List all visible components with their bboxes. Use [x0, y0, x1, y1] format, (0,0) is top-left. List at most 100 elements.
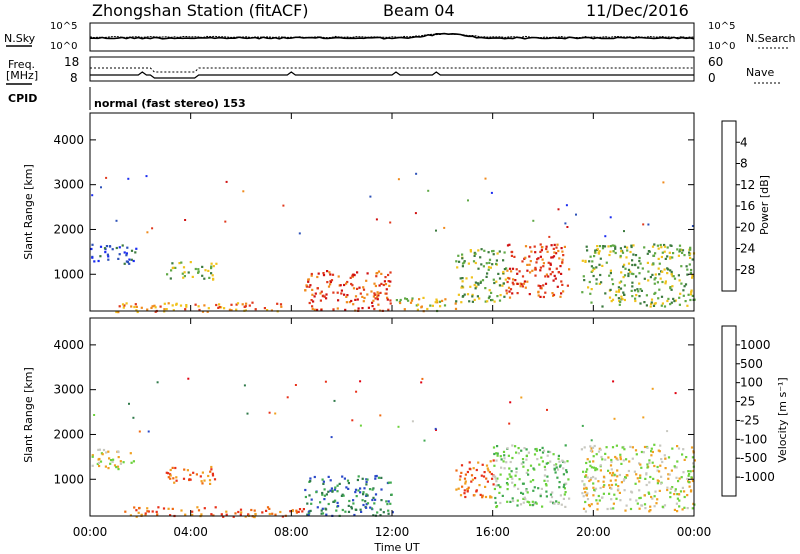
- echo-cell: [346, 479, 350, 482]
- echo-cell: [651, 497, 654, 500]
- echo-cell: [492, 475, 495, 478]
- echo-cell: [475, 468, 478, 472]
- echo-cell: [615, 457, 618, 460]
- echo-cell: [616, 458, 619, 461]
- echo-cell: [553, 468, 556, 471]
- echo-cell: [601, 247, 605, 250]
- echo-cell: [373, 293, 376, 296]
- echo-cell: [601, 458, 604, 461]
- echo-cell: [689, 246, 692, 249]
- echo-cell: [551, 256, 554, 259]
- echo-cell: [377, 303, 380, 306]
- echo-cell: [601, 305, 604, 308]
- echo-cell: [545, 273, 548, 276]
- echo-cell: [619, 458, 622, 461]
- echo-cell: [662, 181, 665, 184]
- nave-right-tick-top: 60: [708, 55, 723, 69]
- echo-cell: [488, 258, 492, 261]
- echo-cell: [386, 298, 389, 301]
- echo-cell: [590, 270, 593, 273]
- echo-cell: [644, 507, 647, 510]
- echo-cell: [454, 302, 457, 305]
- echo-cell: [382, 511, 385, 514]
- echo-cell: [192, 471, 195, 474]
- echo-cell: [503, 251, 506, 254]
- echo-cell: [529, 464, 533, 467]
- echo-cell: [661, 251, 664, 254]
- echo-cell: [656, 244, 659, 247]
- echo-cell: [627, 469, 630, 473]
- echo-cell: [359, 508, 362, 511]
- echo-cell: [135, 247, 138, 250]
- echo-cell: [218, 306, 221, 309]
- echo-cell: [540, 249, 543, 252]
- echo-cell: [592, 482, 595, 485]
- echo-cell: [146, 510, 149, 513]
- echo-cell: [201, 274, 204, 277]
- echo-cell: [676, 460, 679, 463]
- echo-cell: [584, 500, 587, 504]
- echo-cell: [464, 495, 467, 499]
- echo-cell: [172, 477, 175, 480]
- echo-cell: [653, 302, 656, 305]
- echo-cell: [581, 259, 584, 262]
- echo-cell: [555, 246, 558, 249]
- echo-cell: [197, 509, 201, 512]
- echo-cell: [638, 272, 641, 275]
- echo-cell: [362, 493, 365, 496]
- echo-cell: [125, 254, 128, 257]
- echo-cell: [651, 450, 654, 454]
- echo-cell: [530, 250, 533, 253]
- echo-cell: [389, 502, 392, 505]
- echo-cell: [321, 478, 324, 481]
- echo-cell: [566, 226, 569, 228]
- echo-cell: [377, 292, 380, 295]
- echo-cell: [133, 305, 136, 309]
- echo-cell: [496, 452, 499, 455]
- echo-cell: [664, 257, 667, 260]
- echo-cell: [672, 275, 675, 278]
- echo-cell: [434, 427, 437, 430]
- echo-cell: [671, 486, 674, 489]
- echo-cell: [458, 260, 461, 263]
- echo-cell: [646, 446, 649, 449]
- echo-cell: [633, 470, 636, 473]
- echo-cell: [548, 267, 551, 270]
- echo-cell: [611, 446, 615, 449]
- echo-cell: [553, 274, 556, 277]
- echo-cell: [630, 289, 633, 292]
- echo-cell: [653, 292, 656, 295]
- echo-cell: [366, 293, 369, 296]
- echo-cell: [619, 247, 622, 250]
- echo-cell: [487, 268, 490, 271]
- echo-cell: [619, 256, 622, 259]
- echo-cell: [654, 276, 657, 280]
- echo-cell: [438, 300, 442, 303]
- echo-cell: [485, 477, 488, 480]
- echo-cell: [549, 450, 552, 454]
- echo-cell: [620, 250, 623, 253]
- echo-cell: [642, 416, 645, 419]
- echo-cell: [461, 265, 464, 268]
- echo-cell: [562, 473, 565, 476]
- echo-cell: [320, 509, 323, 512]
- echo-cell: [195, 473, 198, 476]
- echo-cell: [361, 499, 364, 502]
- echo-cell: [315, 491, 318, 494]
- echo-cell: [680, 282, 683, 285]
- echo-cell: [387, 308, 390, 311]
- echo-cell: [493, 464, 496, 467]
- echo-cell: [520, 462, 523, 465]
- echo-cell: [162, 507, 166, 510]
- echo-cell: [539, 269, 542, 272]
- echo-cell: [651, 461, 654, 464]
- echo-cell: [165, 308, 168, 311]
- echo-cell: [348, 499, 351, 503]
- echo-cell: [548, 235, 551, 238]
- echo-cell: [316, 506, 319, 509]
- echo-cell: [522, 497, 525, 500]
- echo-cell: [584, 491, 587, 494]
- echo-cell: [522, 482, 525, 485]
- echo-cell: [215, 262, 218, 265]
- echo-cell: [185, 305, 188, 308]
